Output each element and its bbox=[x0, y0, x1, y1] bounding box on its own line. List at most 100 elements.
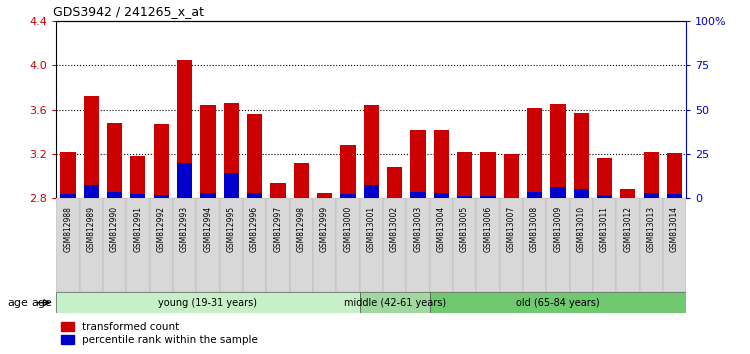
Bar bbox=[387, 167, 402, 198]
Bar bbox=[550, 104, 566, 198]
Bar bbox=[433, 193, 448, 198]
Bar bbox=[574, 113, 589, 198]
Bar bbox=[433, 130, 448, 198]
Text: GSM813008: GSM813008 bbox=[530, 206, 539, 252]
Bar bbox=[620, 189, 635, 198]
Bar bbox=[546, 198, 569, 292]
Bar bbox=[126, 198, 149, 292]
Bar bbox=[527, 192, 542, 198]
Bar bbox=[177, 60, 192, 198]
Bar bbox=[56, 198, 80, 292]
Bar bbox=[224, 173, 238, 198]
Bar bbox=[500, 198, 523, 292]
Bar bbox=[640, 198, 663, 292]
Text: GSM812989: GSM812989 bbox=[87, 206, 96, 252]
Bar bbox=[574, 189, 589, 198]
Bar bbox=[667, 153, 682, 198]
Bar bbox=[410, 130, 425, 198]
Bar bbox=[294, 163, 309, 198]
Text: age: age bbox=[32, 298, 53, 308]
Bar bbox=[200, 105, 215, 198]
Text: GSM813004: GSM813004 bbox=[436, 206, 445, 252]
Bar bbox=[453, 198, 476, 292]
Text: GSM813013: GSM813013 bbox=[646, 206, 656, 252]
Bar bbox=[247, 193, 262, 198]
Text: GSM812995: GSM812995 bbox=[226, 206, 236, 252]
Bar bbox=[430, 198, 453, 292]
Bar bbox=[457, 196, 472, 198]
Bar bbox=[266, 198, 290, 292]
Bar bbox=[359, 198, 383, 292]
Bar bbox=[667, 194, 682, 198]
Bar bbox=[107, 192, 122, 198]
Text: middle (42-61 years): middle (42-61 years) bbox=[344, 298, 446, 308]
Text: GSM813011: GSM813011 bbox=[600, 206, 609, 252]
Bar bbox=[220, 198, 243, 292]
Bar bbox=[457, 152, 472, 198]
Text: GSM813007: GSM813007 bbox=[507, 206, 516, 252]
Bar bbox=[84, 97, 99, 198]
Bar bbox=[359, 292, 430, 313]
Text: young (19-31 years): young (19-31 years) bbox=[158, 298, 257, 308]
Text: GSM813002: GSM813002 bbox=[390, 206, 399, 252]
Bar bbox=[364, 105, 379, 198]
Bar bbox=[317, 193, 332, 198]
Text: GSM813005: GSM813005 bbox=[460, 206, 469, 252]
Bar bbox=[364, 185, 379, 198]
Bar bbox=[224, 103, 238, 198]
Text: GSM812996: GSM812996 bbox=[250, 206, 259, 252]
Bar bbox=[154, 124, 169, 198]
Bar bbox=[480, 152, 496, 198]
Bar bbox=[173, 198, 196, 292]
Bar bbox=[107, 123, 122, 198]
Text: GSM812992: GSM812992 bbox=[157, 206, 166, 252]
Text: GSM813012: GSM813012 bbox=[623, 206, 632, 252]
Bar bbox=[84, 185, 99, 198]
Bar bbox=[476, 198, 500, 292]
Bar bbox=[60, 194, 76, 198]
Text: age: age bbox=[8, 298, 28, 308]
Bar bbox=[80, 198, 103, 292]
Bar bbox=[644, 152, 658, 198]
Text: GSM813006: GSM813006 bbox=[484, 206, 493, 252]
Text: GSM813001: GSM813001 bbox=[367, 206, 376, 252]
Bar bbox=[430, 292, 686, 313]
Text: GSM813009: GSM813009 bbox=[554, 206, 562, 252]
Bar bbox=[504, 154, 519, 198]
Text: GSM813010: GSM813010 bbox=[577, 206, 586, 252]
Bar bbox=[527, 108, 542, 198]
Bar bbox=[383, 198, 406, 292]
Legend: transformed count, percentile rank within the sample: transformed count, percentile rank withi… bbox=[62, 322, 258, 345]
Bar bbox=[56, 292, 359, 313]
Bar bbox=[154, 195, 169, 198]
Bar bbox=[177, 163, 192, 198]
Bar bbox=[480, 196, 496, 198]
Bar bbox=[340, 194, 356, 198]
Text: GDS3942 / 241265_x_at: GDS3942 / 241265_x_at bbox=[53, 5, 204, 18]
Text: GSM812988: GSM812988 bbox=[64, 206, 73, 252]
Bar bbox=[290, 198, 313, 292]
Bar bbox=[103, 198, 126, 292]
Bar bbox=[593, 198, 616, 292]
Bar bbox=[523, 198, 546, 292]
Bar bbox=[340, 145, 356, 198]
Text: old (65-84 years): old (65-84 years) bbox=[516, 298, 600, 308]
Bar bbox=[313, 198, 336, 292]
Bar bbox=[550, 187, 566, 198]
Text: GSM813014: GSM813014 bbox=[670, 206, 679, 252]
Text: GSM813003: GSM813003 bbox=[413, 206, 422, 252]
Bar bbox=[60, 152, 76, 198]
Bar bbox=[569, 198, 593, 292]
Bar bbox=[406, 198, 430, 292]
Text: GSM812994: GSM812994 bbox=[203, 206, 212, 252]
Bar bbox=[336, 198, 359, 292]
Text: GSM813000: GSM813000 bbox=[344, 206, 352, 252]
Text: GSM812999: GSM812999 bbox=[320, 206, 329, 252]
Bar bbox=[247, 114, 262, 198]
Text: GSM812993: GSM812993 bbox=[180, 206, 189, 252]
Bar bbox=[597, 159, 612, 198]
Bar bbox=[149, 198, 173, 292]
Bar bbox=[597, 195, 612, 198]
Bar bbox=[130, 194, 146, 198]
Bar bbox=[130, 156, 146, 198]
